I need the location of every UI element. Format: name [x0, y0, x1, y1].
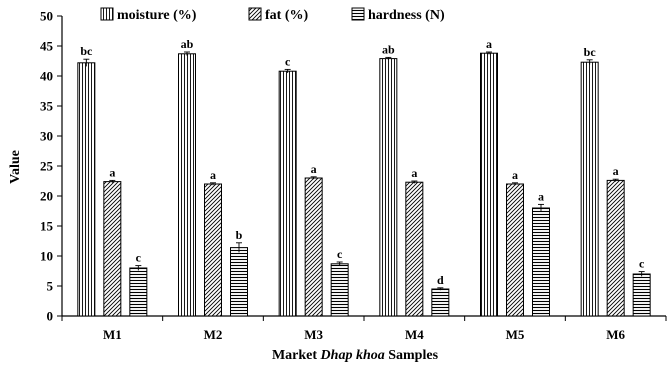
y-tick-label: 20 [40, 189, 53, 204]
significance-label: a [512, 168, 518, 182]
x-tick-label-m6: M6 [606, 327, 625, 342]
y-tick-label: 0 [47, 309, 54, 324]
bar-m6-vertical-lines [580, 61, 599, 317]
bar-m3-diagonal-lines [304, 177, 323, 317]
y-axis: 0 5 10 15 20 25 30 35 40 45 50 [40, 9, 63, 324]
y-tick-label: 30 [40, 129, 53, 144]
x-axis-title: Market Dhap khoa Samples [272, 348, 439, 363]
y-axis-title: Value [8, 150, 23, 184]
significance-label: a [411, 166, 417, 180]
significance-label: a [311, 162, 317, 176]
bar-m1-horizontal-lines [129, 267, 148, 317]
legend-label: fat (%) [265, 8, 308, 23]
x-tick-label-m5: M5 [506, 327, 525, 342]
bar-m2-diagonal-lines [204, 183, 222, 317]
y-tick-label: 50 [40, 9, 53, 24]
bar-m4-horizontal-lines [431, 288, 450, 317]
significance-label: ab [181, 37, 194, 51]
significance-label: a [109, 165, 115, 179]
x-tick-label-m3: M3 [304, 327, 323, 342]
y-tick-label: 10 [40, 249, 53, 264]
significance-label: c [639, 257, 645, 271]
y-tick-label: 45 [40, 39, 54, 54]
bar-m1-diagonal-lines [103, 181, 122, 317]
significance-label: a [538, 189, 544, 203]
significance-label: c [285, 54, 291, 68]
y-tick-label: 5 [47, 279, 54, 294]
significance-label: d [437, 273, 444, 287]
y-tick-label: 25 [40, 159, 54, 174]
bar-m5-horizontal-lines [532, 207, 550, 317]
significance-label: bc [584, 45, 597, 59]
y-tick-label: 40 [40, 69, 53, 84]
significance-label: b [236, 228, 243, 242]
bar-m4-diagonal-lines [405, 181, 424, 317]
significance-label: ab [382, 42, 395, 56]
significance-label: bc [80, 44, 93, 58]
bar-m5-diagonal-lines [506, 183, 524, 317]
y-tick-label: 35 [40, 99, 54, 114]
x-tick-label-m4: M4 [405, 327, 424, 342]
x-axis-title-part-1: Market [272, 348, 321, 363]
bar-m5-vertical-lines [480, 52, 498, 317]
y-tick-label: 15 [40, 219, 54, 234]
bar-m1-vertical-lines [77, 62, 96, 317]
x-tick-label-m1: M1 [103, 327, 122, 342]
bar-m3-vertical-lines [278, 70, 297, 317]
legend: moisture (%) fat (%) hardness (N) [100, 7, 445, 23]
legend-label: moisture (%) [117, 8, 197, 23]
x-tick-label-m2: M2 [204, 327, 223, 342]
bar-m6-diagonal-lines [606, 179, 625, 317]
significance-label: a [613, 164, 619, 178]
legend-label: hardness (N) [368, 8, 445, 23]
bar-m4-vertical-lines [379, 58, 398, 317]
legend-swatch-diagonal-lines [248, 7, 262, 21]
significance-label: c [337, 247, 343, 261]
bar-m3-horizontal-lines [330, 263, 349, 317]
significance-label: a [486, 37, 492, 51]
significance-label: c [136, 251, 142, 265]
x-axis: M1 M2 M3 M4 M5 M6 [61, 315, 667, 342]
bar-m2-vertical-lines [178, 53, 196, 317]
legend-swatch-horizontal-lines [351, 7, 365, 21]
x-axis-title-part-2: Dhap khoa [320, 348, 385, 363]
bar-m6-horizontal-lines [632, 273, 651, 317]
significance-label: a [210, 168, 216, 182]
bar-m2-horizontal-lines [230, 247, 248, 317]
x-axis-title-part-3: Samples [385, 348, 439, 363]
legend-swatch-vertical-lines [100, 7, 114, 21]
